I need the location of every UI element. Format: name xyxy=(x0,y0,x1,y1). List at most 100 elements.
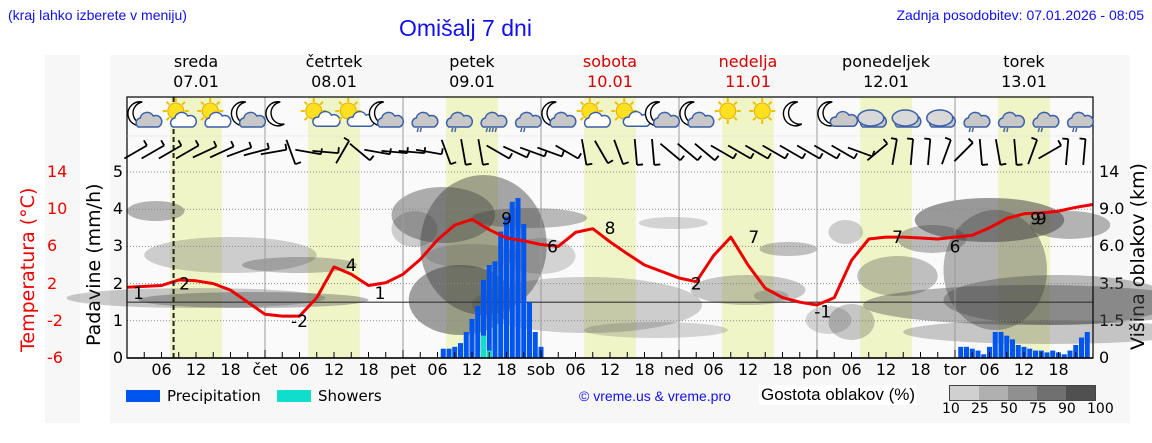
precipitation-tick-label: 1 xyxy=(112,310,123,330)
cloudy-icon xyxy=(857,109,888,128)
precipitation-bar xyxy=(958,346,964,358)
cloud-light-rain-icon xyxy=(514,111,543,133)
sun-small-cloud-icon xyxy=(611,98,652,127)
daylight-band xyxy=(722,97,774,358)
cloud-density-blob xyxy=(857,256,938,296)
temperature-tick-label: -6 xyxy=(47,348,63,367)
region-hint: (kraj lahko izberete v meniju) xyxy=(8,7,187,23)
wind-barb-icon xyxy=(537,146,565,158)
cloud-density-blob xyxy=(759,242,817,256)
cloud-density-blob xyxy=(943,275,1152,325)
moon-cloud-icon xyxy=(368,101,405,128)
day-name: petek xyxy=(449,52,495,71)
temperature-value-label: -1 xyxy=(814,303,831,323)
wind-barb-icon xyxy=(158,139,183,160)
day-name: nedelja xyxy=(718,52,778,71)
cloud-light-rain-icon xyxy=(1066,111,1095,133)
temperature-tick-label: 6 xyxy=(47,236,58,256)
precipitation-tick-label: 0 xyxy=(112,348,123,367)
cloud-light-rain-icon xyxy=(963,111,991,133)
wind-barb-icon xyxy=(555,144,582,160)
day-date: 11.01 xyxy=(725,72,771,91)
x-tick-label: 06 xyxy=(565,360,586,379)
sun-cloud-icon xyxy=(162,98,198,128)
precipitation-legend-label: Precipitation xyxy=(167,387,261,405)
moon-cloud-icon xyxy=(541,101,577,128)
precipitation-bar xyxy=(1027,348,1033,358)
precipitation-bar xyxy=(1004,335,1010,358)
cloud-density-blob xyxy=(127,201,185,221)
precipitation-bar xyxy=(532,331,538,358)
cloud-rain-icon xyxy=(480,111,508,133)
cloud-light-rain-icon xyxy=(445,111,474,133)
precipitation-tick-label: 2 xyxy=(112,273,123,293)
precipitation-bar xyxy=(492,261,498,358)
day-name: torek xyxy=(1003,52,1045,71)
wind-barb-icon xyxy=(349,142,375,162)
precipitation-bar xyxy=(509,201,515,358)
wind-barb-icon xyxy=(123,139,148,160)
x-tick-label: pet xyxy=(389,360,417,379)
x-tick-label: 06 xyxy=(289,360,310,379)
wind-barb-icon xyxy=(677,142,703,162)
cloud-density-blob xyxy=(690,275,806,305)
sun-icon xyxy=(714,98,741,124)
cloud-density-swatch xyxy=(1037,386,1066,400)
wind-barb-icon xyxy=(175,139,200,160)
wind-barb-icon xyxy=(1027,136,1038,165)
wind-barb-icon xyxy=(906,137,914,166)
temperature-value-label: 7 xyxy=(892,228,903,248)
moon-small-cloud-icon xyxy=(817,101,859,127)
temperature-tick-label: -2 xyxy=(47,310,63,330)
day-name: ponedeljek xyxy=(842,52,930,71)
precipitation-bar xyxy=(469,318,475,358)
wind-barb-icon xyxy=(633,138,644,166)
temperature-value-label: 2 xyxy=(691,275,702,295)
day-name: sreda xyxy=(173,52,219,71)
cloud-density-tick-label: 10 xyxy=(942,401,960,417)
x-tick-label: 18 xyxy=(358,360,379,379)
wind-barb-icon xyxy=(651,138,661,166)
wind-barb-icon xyxy=(796,144,824,160)
x-tick-label: 18 xyxy=(772,360,793,379)
day-name: sobota xyxy=(582,52,638,71)
precipitation-bar xyxy=(1061,354,1067,358)
precipitation-bar xyxy=(992,331,998,358)
moon-cloud-icon xyxy=(230,101,267,128)
cloud-density-swatch xyxy=(1066,386,1095,400)
wind-barb-icon xyxy=(312,147,340,155)
x-tick-label: ned xyxy=(663,360,695,379)
sun-cloud-icon xyxy=(576,98,612,128)
precipitation-bar xyxy=(1084,331,1090,358)
sun-small-cloud-icon xyxy=(335,98,376,127)
cloud-density-blob xyxy=(242,257,357,273)
wind-barb-icon xyxy=(779,144,807,160)
cloud-density-tick-label: 100 xyxy=(1087,401,1114,417)
wind-barb-icon xyxy=(813,144,841,160)
sun-cloud-icon xyxy=(197,98,232,128)
temperature-value-label: 9 xyxy=(1030,210,1041,230)
x-tick-label: 06 xyxy=(979,360,1000,379)
x-tick-label: 12 xyxy=(599,360,621,379)
cloud-density-blob xyxy=(638,217,708,229)
wind-barb-icon xyxy=(460,139,472,166)
cloud-density-blob xyxy=(472,208,587,228)
daylight-band xyxy=(308,97,360,358)
temperature-value-label: 4 xyxy=(346,256,357,276)
cloud-light-rain-icon xyxy=(1032,111,1060,133)
wind-barb-icon xyxy=(744,144,772,160)
copyright-link[interactable]: © vreme.us & vreme.pro xyxy=(579,388,731,404)
wind-barb-icon xyxy=(243,142,270,157)
page-title: Omišalj 7 dni xyxy=(399,15,532,41)
cloud-density-swatch xyxy=(950,386,979,400)
day-name: četrtek xyxy=(305,52,363,71)
wind-barb-icon xyxy=(486,144,513,160)
wind-barb-icon xyxy=(335,136,350,164)
wind-barb-icon xyxy=(1079,137,1087,166)
day-date: 09.01 xyxy=(449,72,495,91)
cloud-density-swatch xyxy=(979,386,1008,400)
cloud-light-rain-icon xyxy=(411,111,439,133)
x-tick-label: 18 xyxy=(634,360,655,379)
x-tick-label: 12 xyxy=(461,360,483,379)
day-header: ponedeljek 12.01 xyxy=(817,52,955,92)
